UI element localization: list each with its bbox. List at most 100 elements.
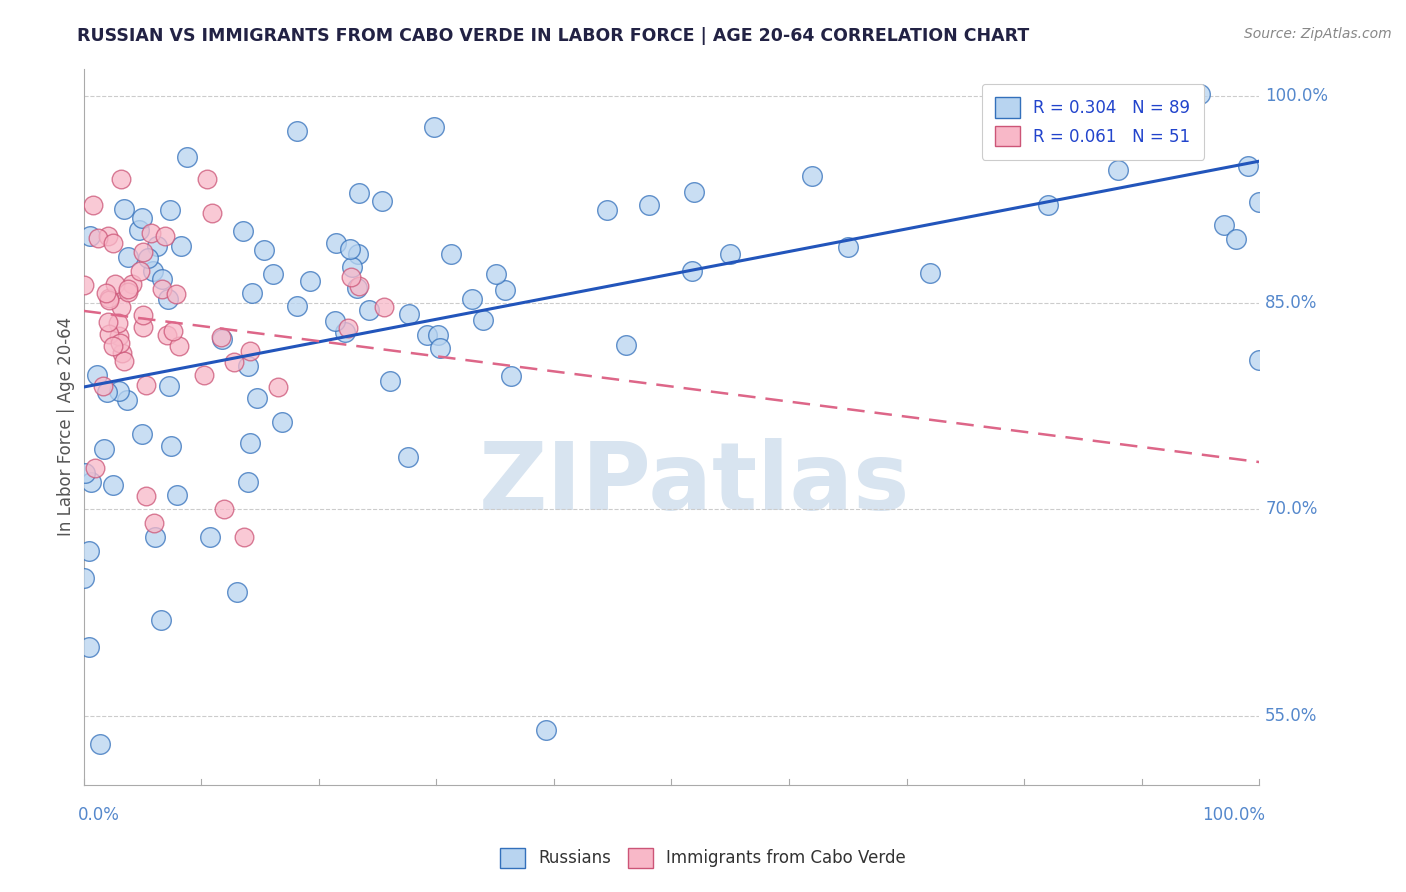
Point: [193, 368, 215, 383]
Point: [97, 228, 120, 243]
Point: [1213, 218, 1236, 232]
Point: [211, 332, 233, 346]
Point: [201, 206, 224, 220]
Point: [240, 285, 263, 300]
Point: [1036, 198, 1059, 212]
Point: [103, 339, 125, 353]
Point: [232, 225, 254, 239]
Text: 100.0%: 100.0%: [1265, 87, 1329, 105]
Point: [159, 203, 181, 218]
Point: [267, 380, 290, 394]
Point: [117, 251, 139, 265]
Text: Source: ZipAtlas.com: Source: ZipAtlas.com: [1244, 27, 1392, 41]
Point: [84, 461, 107, 475]
Point: [117, 282, 139, 296]
Point: [141, 226, 163, 240]
Point: [323, 313, 346, 327]
Point: [77, 640, 100, 654]
Point: [718, 246, 741, 260]
Point: [166, 488, 188, 502]
Point: [682, 185, 704, 199]
Point: [121, 277, 143, 291]
Point: [98, 293, 121, 307]
Point: [111, 346, 134, 360]
Point: [96, 384, 118, 399]
Point: [1236, 159, 1258, 173]
Point: [110, 171, 132, 186]
Point: [93, 442, 115, 456]
Point: [165, 287, 187, 301]
Point: [534, 723, 557, 737]
Text: ZIPatlas: ZIPatlas: [479, 438, 911, 530]
Point: [426, 328, 449, 343]
Point: [325, 236, 347, 251]
Point: [101, 477, 124, 491]
Point: [135, 489, 157, 503]
Point: [110, 300, 132, 314]
Point: [246, 392, 269, 406]
Point: [97, 292, 120, 306]
Text: 85.0%: 85.0%: [1265, 293, 1317, 311]
Point: [472, 313, 495, 327]
Point: [131, 211, 153, 226]
Point: [112, 202, 135, 217]
Point: [415, 327, 437, 342]
Point: [198, 530, 221, 544]
Point: [150, 271, 173, 285]
Point: [1249, 194, 1271, 209]
Point: [94, 286, 117, 301]
Point: [143, 516, 166, 530]
Text: 0.0%: 0.0%: [77, 806, 120, 824]
Point: [160, 439, 183, 453]
Point: [107, 329, 129, 343]
Point: [335, 326, 357, 340]
Point: [104, 277, 127, 292]
Point: [299, 274, 322, 288]
Point: [107, 316, 129, 330]
Point: [195, 171, 218, 186]
Point: [346, 281, 368, 295]
Text: 100.0%: 100.0%: [1202, 806, 1265, 824]
Point: [396, 450, 419, 464]
Point: [77, 543, 100, 558]
Point: [378, 374, 401, 388]
Point: [73, 571, 96, 585]
Text: RUSSIAN VS IMMIGRANTS FROM CABO VERDE IN LABOR FORCE | AGE 20-64 CORRELATION CHA: RUSSIAN VS IMMIGRANTS FROM CABO VERDE IN…: [77, 27, 1029, 45]
Point: [86, 368, 108, 383]
Y-axis label: In Labor Force | Age 20-64: In Labor Force | Age 20-64: [58, 318, 75, 536]
Point: [398, 307, 420, 321]
Point: [142, 264, 165, 278]
Point: [990, 125, 1012, 139]
Point: [262, 267, 284, 281]
Point: [132, 245, 155, 260]
Point: [501, 368, 523, 383]
Point: [340, 260, 363, 275]
Point: [97, 315, 120, 329]
Point: [132, 319, 155, 334]
Point: [918, 266, 941, 280]
Point: [169, 338, 191, 352]
Point: [131, 308, 153, 322]
Point: [89, 737, 111, 751]
Point: [157, 378, 180, 392]
Point: [73, 277, 96, 292]
Point: [485, 267, 508, 281]
Point: [349, 186, 371, 201]
Point: [1107, 163, 1129, 178]
Point: [285, 299, 308, 313]
Point: [336, 321, 359, 335]
Point: [1130, 91, 1153, 105]
Point: [79, 228, 101, 243]
Point: [837, 240, 859, 254]
Point: [117, 285, 139, 300]
Point: [209, 329, 232, 343]
Point: [149, 613, 172, 627]
Point: [232, 530, 254, 544]
Point: [239, 343, 262, 358]
Point: [440, 246, 463, 260]
Point: [225, 585, 247, 599]
Point: [176, 150, 198, 164]
Point: [1249, 352, 1271, 367]
Point: [145, 239, 167, 253]
Point: [112, 353, 135, 368]
